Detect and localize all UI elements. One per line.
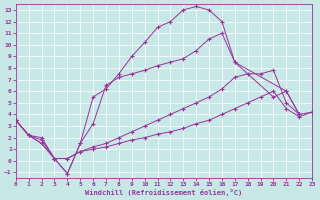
X-axis label: Windchill (Refroidissement éolien,°C): Windchill (Refroidissement éolien,°C) [85,189,243,196]
